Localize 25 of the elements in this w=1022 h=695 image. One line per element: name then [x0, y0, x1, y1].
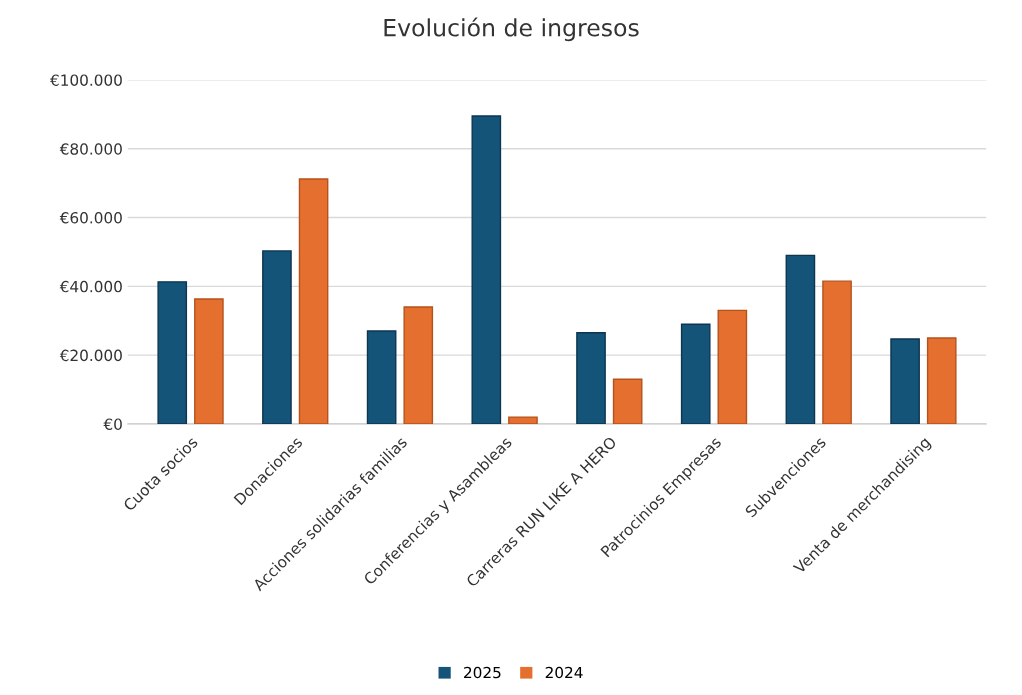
y-tick-label: €80.000: [59, 143, 122, 155]
bar: [262, 250, 292, 424]
bar: [366, 330, 397, 424]
legend-label: 2025: [464, 666, 501, 679]
bar: [717, 309, 748, 424]
chart-title: Evolución de ingresos: [384, 17, 639, 42]
bar: [612, 378, 643, 424]
bar: [508, 416, 538, 424]
bar: [403, 306, 434, 424]
y-tick-label: €60.000: [59, 212, 122, 224]
bar: [194, 298, 224, 424]
bar: [157, 281, 188, 424]
y-tick-label: €40.000: [59, 280, 122, 293]
y-tick-label: €100.000: [49, 74, 122, 86]
bar: [890, 338, 920, 424]
bar: [680, 323, 711, 424]
bar: [298, 178, 329, 424]
bar: [785, 254, 816, 424]
bar: [926, 337, 957, 424]
y-tick-label: €20.000: [59, 349, 122, 362]
y-tick-label: €0: [103, 418, 122, 430]
legend-label: 2024: [545, 666, 583, 679]
bar: [471, 115, 502, 424]
bar: [576, 332, 606, 424]
bar: [822, 280, 852, 424]
